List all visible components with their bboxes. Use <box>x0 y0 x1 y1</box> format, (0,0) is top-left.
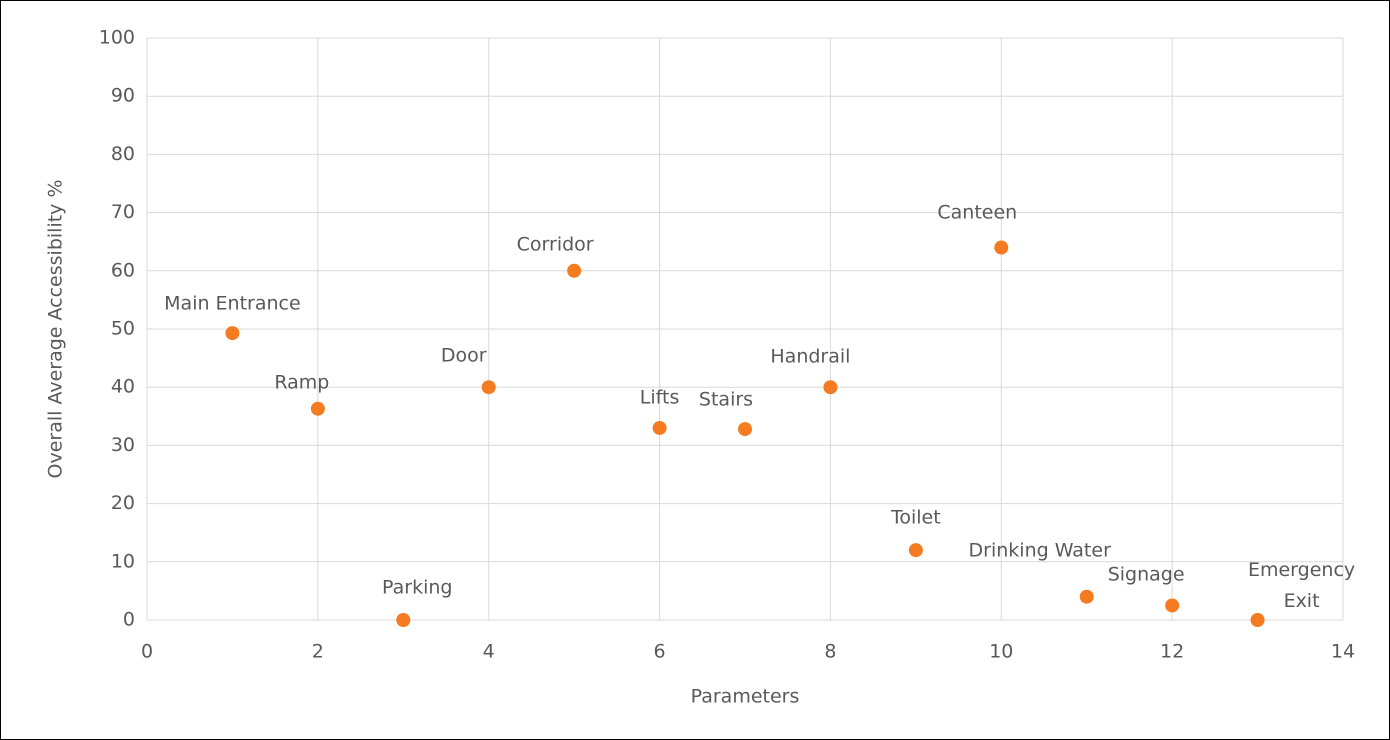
y-tick-label: 60 <box>111 259 135 281</box>
x-tick-label: 10 <box>989 641 1013 663</box>
point-label: Signage <box>1107 563 1185 586</box>
data-point <box>1165 598 1180 613</box>
data-point <box>1250 613 1265 627</box>
x-tick-label: 12 <box>1160 641 1184 663</box>
point-label: Drinking Water <box>968 539 1111 562</box>
data-point <box>994 240 1009 255</box>
point-label: Door <box>440 344 487 367</box>
y-tick-label: 70 <box>111 201 135 223</box>
point-label: Stairs <box>698 388 754 411</box>
y-tick-label: 50 <box>111 318 135 340</box>
point-label: Ramp <box>274 371 330 394</box>
data-point <box>481 380 496 395</box>
y-tick-label: 30 <box>111 434 135 456</box>
x-axis-title: Parameters <box>691 686 800 708</box>
point-label: Emergency Exit <box>1247 559 1356 612</box>
y-tick-label: 0 <box>123 609 135 631</box>
y-tick-label: 80 <box>111 143 135 165</box>
data-point <box>310 401 325 416</box>
data-point <box>1079 589 1094 604</box>
data-point <box>225 326 240 341</box>
y-tick-label: 20 <box>111 492 135 514</box>
data-point <box>908 543 923 558</box>
x-tick-label: 0 <box>141 641 153 663</box>
y-tick-label: 10 <box>111 550 135 572</box>
point-label: Toilet <box>890 506 941 529</box>
data-point <box>823 380 838 395</box>
point-label: Handrail <box>770 345 851 368</box>
point-label: Main Entrance <box>164 292 301 315</box>
data-point <box>567 263 582 278</box>
x-tick-label: 6 <box>654 641 666 663</box>
x-tick-label: 2 <box>312 641 324 663</box>
x-tick-label: 4 <box>483 641 495 663</box>
data-point <box>652 420 667 435</box>
x-tick-label: 14 <box>1331 641 1355 663</box>
point-label: Lifts <box>639 386 680 409</box>
y-axis-title: Overall Average Accessibility % <box>45 179 67 478</box>
y-tick-label: 40 <box>111 376 135 398</box>
y-tick-label: 90 <box>111 85 135 107</box>
point-label: Parking <box>382 576 453 599</box>
x-tick-label: 8 <box>824 641 836 663</box>
point-label: Canteen <box>937 201 1018 224</box>
data-point <box>396 613 411 627</box>
y-tick-label: 100 <box>99 27 135 49</box>
data-point <box>738 422 752 437</box>
point-label: Corridor <box>516 233 594 256</box>
